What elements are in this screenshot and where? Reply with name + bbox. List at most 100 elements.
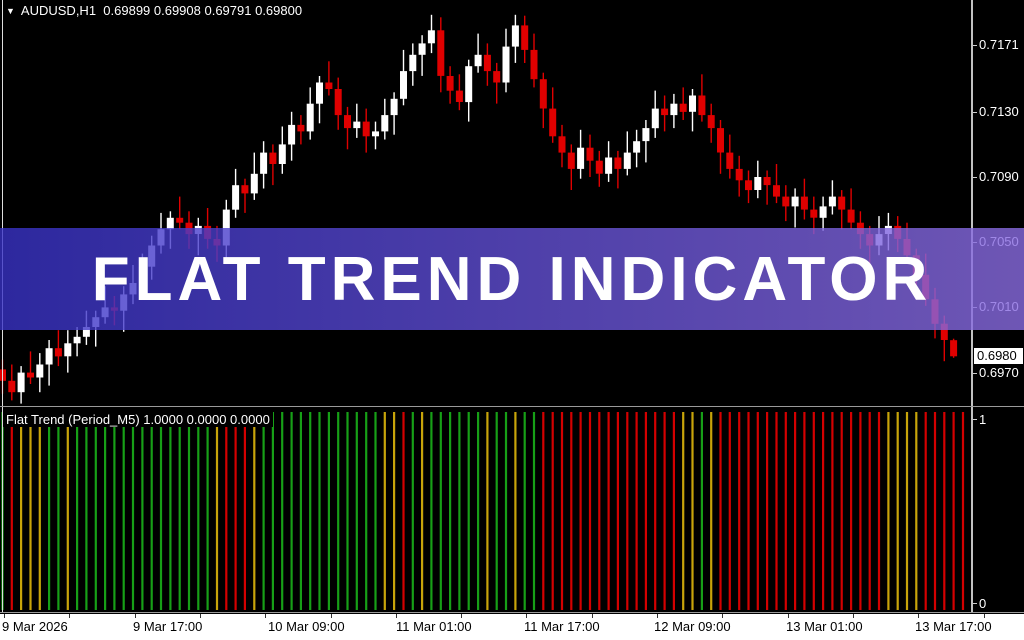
candle-body [567, 152, 575, 169]
flat-trend-stripe [905, 412, 909, 610]
candle-body [241, 185, 249, 194]
flat-trend-stripe [309, 412, 312, 610]
candle-body [623, 152, 631, 169]
flat-trend-stripe [76, 412, 79, 610]
candle-body [689, 95, 696, 112]
time-axis-label: 9 Mar 2026 [2, 619, 68, 634]
flat-trend-indicator-pane[interactable] [0, 410, 971, 612]
flat-trend-stripe [560, 412, 564, 610]
flat-trend-stripe [570, 412, 573, 610]
time-axis-tick [918, 614, 919, 618]
candle-body [64, 343, 72, 357]
flat-trend-stripe [104, 412, 107, 610]
flat-trend-stripe [747, 412, 750, 610]
candle-wick [617, 150, 619, 189]
flat-trend-stripe [178, 412, 181, 610]
candle-body [577, 147, 585, 169]
flat-trend-stripe [831, 412, 834, 610]
flat-trend-stripe [868, 412, 871, 610]
candle-body [810, 209, 818, 218]
time-axis-label: 13 Mar 01:00 [786, 619, 863, 634]
flat-trend-stripe [803, 412, 806, 610]
flat-trend-stripe [542, 412, 545, 610]
flat-trend-stripe [299, 412, 302, 610]
candle-body [288, 124, 296, 145]
candle-wick [496, 62, 498, 104]
candle-body [353, 121, 361, 129]
candle-body [521, 25, 529, 50]
promo-banner: FLAT TREND INDICATOR [0, 228, 1024, 330]
candle-body [362, 121, 370, 137]
candle-body [446, 76, 454, 91]
candlestick-chart[interactable] [0, 0, 971, 406]
price-axis-tick [972, 373, 977, 374]
flat-trend-stripe [728, 412, 731, 610]
flat-trend-stripe [738, 412, 741, 610]
candle-body [800, 196, 808, 210]
candle-body [465, 66, 473, 103]
candle-body [250, 173, 258, 194]
flat-trend-stripe [355, 412, 358, 610]
time-axis-tick [135, 614, 136, 618]
time-axis-tick [265, 614, 266, 618]
candle-body [474, 54, 482, 67]
candle-body [502, 46, 510, 83]
flat-trend-stripe [887, 412, 890, 610]
time-axis[interactable]: 9 Mar 2026 9 Mar 17:00 10 Mar 09:00 11 Mar … [0, 614, 1024, 640]
time-axis-label: 12 Mar 09:00 [654, 619, 731, 634]
flat-trend-stripe [467, 412, 470, 610]
pane-separator-top[interactable] [0, 406, 1024, 407]
time-axis-tick [984, 614, 985, 618]
flat-trend-stripe [766, 412, 769, 610]
flat-trend-stripe [756, 412, 759, 610]
chevron-down-icon[interactable]: ▼ [6, 5, 15, 16]
candle-body [232, 185, 240, 210]
indicator-scale-tick [972, 419, 977, 420]
pane-separator-bottom[interactable] [0, 612, 1024, 613]
flat-trend-stripe [150, 412, 153, 610]
candle-body [642, 128, 650, 142]
time-axis-tick [592, 614, 593, 618]
flat-trend-stripe [337, 412, 340, 610]
flat-trend-stripe [374, 412, 377, 610]
time-axis-tick [657, 614, 658, 618]
symbol-period-label: AUDUSD,H1 [20, 3, 97, 18]
candle-body [222, 209, 230, 246]
time-axis-tick [461, 614, 462, 618]
flat-trend-stripe [57, 412, 60, 610]
flat-trend-stripe [812, 412, 815, 610]
candle-body [269, 152, 277, 164]
candle-body [297, 124, 305, 132]
flat-trend-stripe [915, 412, 918, 610]
flat-trend-stripe [784, 412, 787, 610]
flat-trend-stripe [327, 412, 330, 610]
flat-trend-stripe [141, 412, 144, 610]
flat-trend-stripe [215, 412, 219, 610]
flat-trend-stripe [504, 412, 508, 610]
candle-body [707, 115, 715, 129]
indicator-name-label: Flat Trend (Period_M5) [6, 412, 140, 427]
candle-body [511, 25, 519, 47]
candle-body [791, 196, 799, 207]
candle-body [605, 157, 613, 174]
candle-body [940, 323, 948, 340]
price-axis-label: 0.7130 [979, 104, 1019, 119]
price-axis-tick [972, 112, 977, 113]
indicator-scale-top: 1 [979, 412, 987, 427]
candle-body [82, 327, 90, 337]
flat-trend-stripe [794, 412, 797, 610]
flat-trend-stripe [850, 412, 853, 610]
candle-body [661, 108, 669, 116]
candle-body [437, 30, 445, 76]
flat-trend-stripe [346, 412, 349, 610]
flat-trend-stripe [122, 412, 125, 610]
candle-wick [57, 330, 60, 367]
price-axis-tick [972, 177, 977, 178]
banner-title: FLAT TREND INDICATOR [91, 244, 933, 314]
candle-body [45, 348, 53, 365]
flat-trend-stripe [234, 412, 237, 610]
flat-trend-stripe [85, 412, 88, 610]
flat-trend-stripe [20, 412, 23, 610]
candle-body [316, 82, 323, 104]
flat-trend-stripe [532, 412, 536, 610]
